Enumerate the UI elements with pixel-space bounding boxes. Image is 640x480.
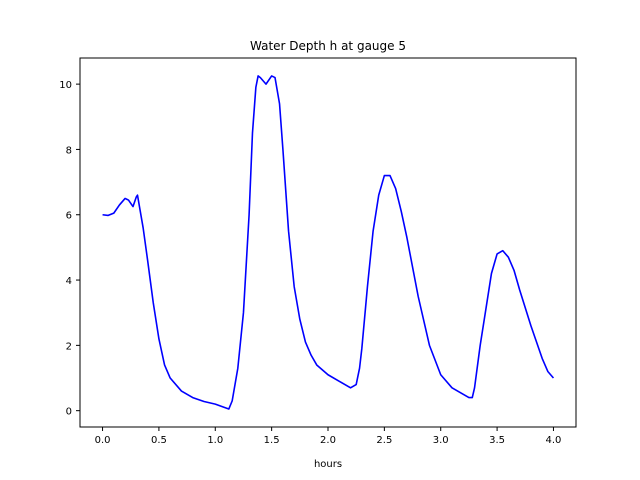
x-tick-label: 2.0 xyxy=(320,435,336,446)
x-tick-label: 3.5 xyxy=(489,435,505,446)
series-line-0 xyxy=(102,75,555,410)
x-axis-label: hours xyxy=(314,459,342,470)
x-tick-label: 1.5 xyxy=(264,435,280,446)
x-tick-label: 4.0 xyxy=(546,435,562,446)
x-tick-label: 3.0 xyxy=(433,435,449,446)
x-tick-label: 0.0 xyxy=(95,435,111,446)
x-axis: 0.0 0.5 1.0 1.5 2.0 2.5 3.0 3.5 4.0 xyxy=(95,427,562,446)
y-tick-label: 10 xyxy=(59,80,72,91)
y-tick-label: 2 xyxy=(66,341,72,352)
chart-title: Water Depth h at gauge 5 xyxy=(250,39,406,53)
x-tick-label: 1.0 xyxy=(207,435,223,446)
y-axis: 0 2 4 6 8 10 xyxy=(59,80,80,418)
x-tick-label: 0.5 xyxy=(151,435,167,446)
y-tick-label: 6 xyxy=(66,211,72,222)
y-tick-label: 8 xyxy=(66,145,72,156)
x-tick-label: 2.5 xyxy=(376,435,392,446)
y-tick-label: 4 xyxy=(66,276,72,287)
plot-area xyxy=(102,75,555,410)
y-tick-label: 0 xyxy=(66,407,72,418)
